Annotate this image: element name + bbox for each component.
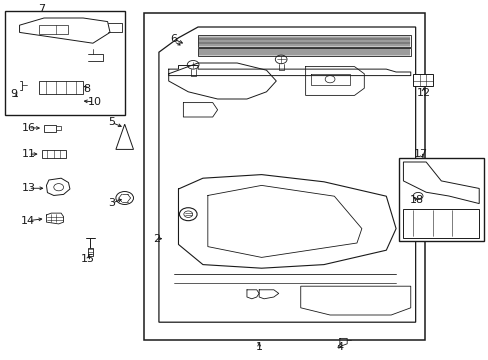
Text: 1: 1 xyxy=(255,342,262,352)
Text: 16: 16 xyxy=(21,123,35,133)
Text: 17: 17 xyxy=(413,149,427,159)
Text: 10: 10 xyxy=(87,97,101,107)
Text: 3: 3 xyxy=(108,198,115,208)
Text: 14: 14 xyxy=(21,216,35,226)
Bar xyxy=(5,11,124,115)
Text: 9: 9 xyxy=(10,89,17,99)
Polygon shape xyxy=(116,124,133,149)
Polygon shape xyxy=(46,178,70,195)
Bar xyxy=(44,125,56,132)
Text: 15: 15 xyxy=(81,254,95,264)
Bar xyxy=(39,81,83,94)
Text: 5: 5 xyxy=(108,117,115,127)
Polygon shape xyxy=(159,27,415,322)
Text: 18: 18 xyxy=(409,195,423,205)
Text: 7: 7 xyxy=(39,4,45,14)
Text: 12: 12 xyxy=(416,87,429,98)
Text: 13: 13 xyxy=(21,183,35,193)
Bar xyxy=(198,48,410,56)
Bar xyxy=(56,126,61,130)
Text: 8: 8 xyxy=(83,84,90,94)
Bar xyxy=(412,74,432,86)
Text: 4: 4 xyxy=(336,342,343,352)
Bar xyxy=(39,25,68,34)
Bar xyxy=(398,158,483,241)
Text: 2: 2 xyxy=(153,234,160,244)
Polygon shape xyxy=(403,209,478,238)
Bar xyxy=(144,13,425,340)
Bar xyxy=(87,248,93,256)
Bar xyxy=(41,150,66,158)
Text: 11: 11 xyxy=(21,149,35,159)
Polygon shape xyxy=(403,162,478,203)
Text: 6: 6 xyxy=(170,34,177,44)
Polygon shape xyxy=(300,286,410,315)
Polygon shape xyxy=(20,18,110,43)
Bar xyxy=(198,35,410,47)
